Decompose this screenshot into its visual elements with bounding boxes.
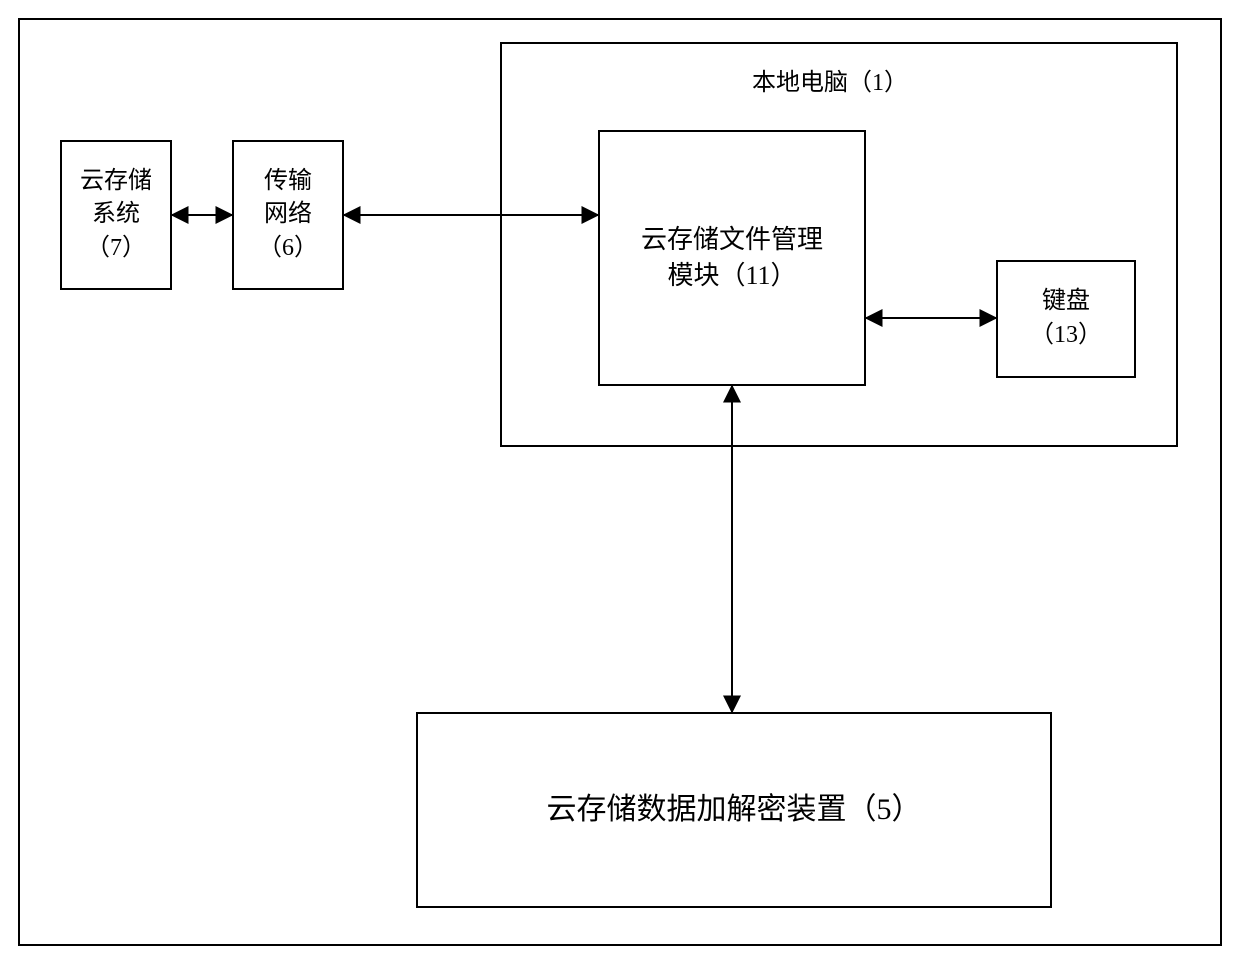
diagram-canvas: 云存储 系统 （7） 传输 网络 （6） 本地电脑（1） 云存储文件管理 模块（…: [0, 0, 1240, 964]
node-file-mgmt-label: 云存储文件管理 模块（11）: [641, 222, 823, 295]
node-codec-label: 云存储数据加解密装置（5）: [547, 789, 922, 831]
node-keyboard: 键盘 （13）: [996, 260, 1136, 378]
node-file-management-module: 云存储文件管理 模块（11）: [598, 130, 866, 386]
node-encryption-device: 云存储数据加解密装置（5）: [416, 712, 1052, 908]
local-computer-title: 本地电脑（1）: [700, 62, 960, 97]
node-keyboard-label: 键盘 （13）: [1030, 285, 1102, 352]
local-computer-title-label: 本地电脑（1）: [752, 70, 908, 96]
node-cloud-storage-system: 云存储 系统 （7）: [60, 140, 172, 290]
node-transmission-network: 传输 网络 （6）: [232, 140, 344, 290]
node-network-label: 传输 网络 （6）: [258, 165, 318, 266]
node-cloud-storage-label: 云存储 系统 （7）: [80, 165, 152, 266]
